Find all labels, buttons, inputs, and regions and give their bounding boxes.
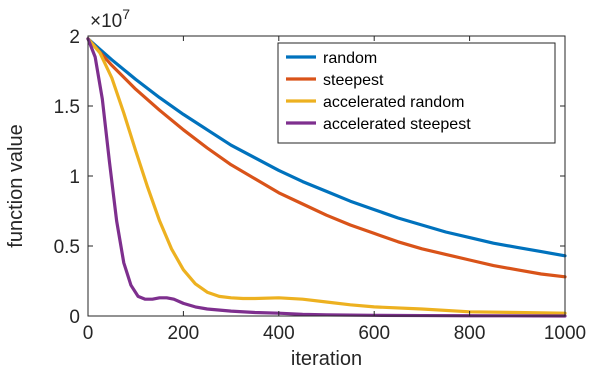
series-line-2: [86, 37, 567, 279]
x-axis-label: iteration: [291, 348, 362, 370]
y-axis-label: function value: [5, 124, 27, 247]
y-exponent-label: ×107: [90, 6, 130, 32]
legend: random steepest accelerated random accelera…: [277, 42, 556, 144]
y-tick-label: 2: [69, 27, 80, 48]
y-tick-label: 0: [69, 307, 80, 328]
x-tick-label: 0: [83, 323, 94, 344]
legend-label-3: accelerated random: [323, 94, 464, 111]
series-line-4: [86, 37, 567, 318]
x-tick-label: 800: [454, 323, 486, 344]
series-line-3: [86, 37, 567, 315]
series-line-1: [86, 37, 567, 258]
y-exponent-base: ×10: [90, 11, 122, 32]
y-tick-label: 0.5: [54, 237, 80, 258]
axes: 0 200 400 600 800 1000 0 0.5 1 1.5 2 ×107 iteration f…: [5, 6, 586, 370]
legend-label-2: steepest: [323, 72, 384, 89]
y-tick-label: 1.5: [54, 97, 80, 118]
y-exponent-power: 7: [122, 6, 130, 22]
legend-label-4: accelerated steepest: [323, 116, 471, 133]
legend-box: [277, 42, 556, 144]
x-tick-label: 400: [263, 323, 295, 344]
y-tick-label: 1: [69, 167, 80, 188]
x-tick-label: 200: [168, 323, 200, 344]
x-tick-label: 600: [358, 323, 390, 344]
x-tick-label: 1000: [544, 323, 586, 344]
legend-label-1: random: [323, 50, 377, 67]
series-layer: [86, 37, 567, 318]
